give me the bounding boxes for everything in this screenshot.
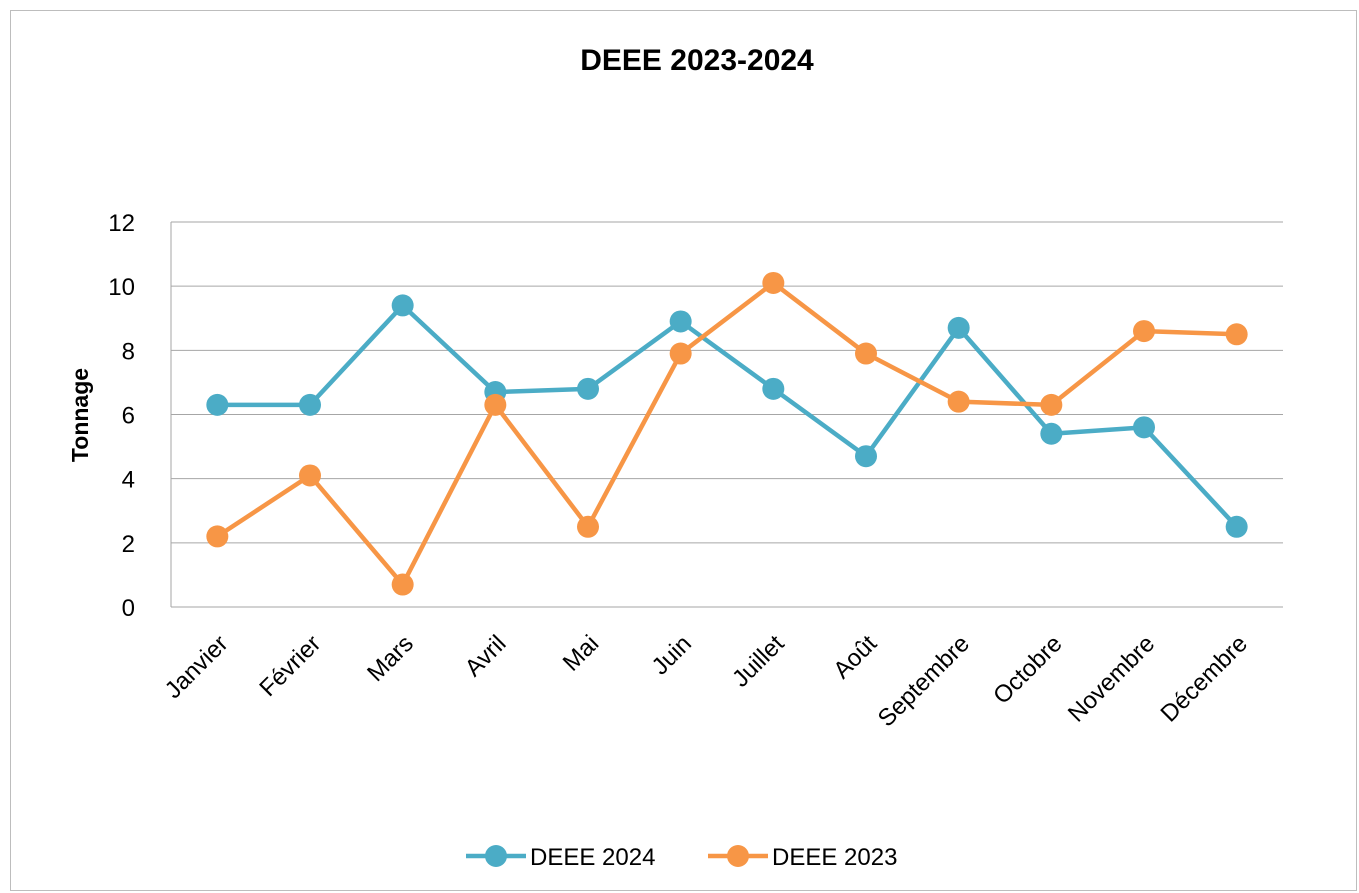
x-tick-label: Février — [254, 630, 326, 702]
x-tick-label: Novembre — [1063, 630, 1160, 727]
data-point — [947, 316, 970, 339]
data-point — [1133, 416, 1155, 439]
legend: DEEE 2024 DEEE 2023 — [466, 844, 897, 871]
y-axis-ticks: 0 2 4 6 8 10 12 — [108, 210, 135, 622]
data-point — [1133, 320, 1155, 343]
data-point — [206, 393, 229, 416]
data-point — [577, 515, 599, 538]
x-tick-label: Mai — [558, 630, 604, 676]
y-tick-label: 2 — [122, 531, 135, 558]
data-point — [1225, 515, 1248, 538]
series-line — [217, 303, 1239, 529]
x-tick-label: Septembre — [873, 630, 975, 732]
data-point — [855, 445, 877, 468]
data-point — [1040, 393, 1063, 416]
data-point — [577, 377, 599, 400]
data-point — [391, 294, 414, 317]
series-0 — [206, 294, 1248, 538]
data-point — [762, 271, 785, 294]
y-tick-label: 8 — [122, 338, 135, 365]
y-tick-label: 12 — [108, 210, 135, 237]
x-tick-label: Octobre — [988, 630, 1067, 709]
data-point — [391, 573, 414, 596]
legend-item: DEEE 2024 — [466, 844, 655, 871]
x-tick-label: Avril — [460, 630, 512, 682]
series-line — [216, 280, 1237, 587]
legend-label: DEEE 2024 — [530, 844, 655, 871]
x-tick-label: Janvier — [160, 630, 234, 704]
y-tick-label: 10 — [108, 274, 135, 301]
legend-swatch-marker — [485, 845, 507, 867]
chart-title: DEEE 2023-2024 — [580, 44, 814, 77]
data-point — [1225, 323, 1248, 346]
legend-label: DEEE 2023 — [772, 844, 897, 871]
x-tick-label: Mars — [362, 630, 419, 687]
data-point — [299, 464, 321, 487]
legend-swatch-marker — [727, 845, 749, 867]
data-point — [947, 390, 970, 413]
x-tick-label: Août — [828, 630, 882, 684]
series-lines — [206, 271, 1248, 596]
x-tick-label: Décembre — [1156, 630, 1253, 727]
data-point — [855, 342, 877, 365]
y-tick-label: 0 — [122, 595, 135, 622]
data-point — [299, 393, 321, 416]
data-point — [206, 525, 229, 548]
data-point — [762, 377, 785, 400]
y-tick-label: 4 — [122, 467, 135, 494]
series-1 — [206, 271, 1248, 596]
legend-item: DEEE 2023 — [708, 844, 897, 871]
data-point — [484, 393, 507, 416]
x-tick-label: Juillet — [727, 630, 790, 693]
data-point — [669, 310, 692, 333]
data-point — [1040, 422, 1063, 445]
data-point — [669, 342, 692, 365]
x-tick-label: Juin — [647, 630, 697, 680]
gridlines — [170, 221, 1283, 608]
x-axis-ticks: Janvier Février Mars Avril Mai Juin Juillet Aoû… — [160, 630, 1253, 732]
y-axis-label: Tonnage — [67, 368, 93, 462]
chart-frame — [10, 10, 1357, 891]
y-tick-label: 6 — [122, 403, 135, 430]
